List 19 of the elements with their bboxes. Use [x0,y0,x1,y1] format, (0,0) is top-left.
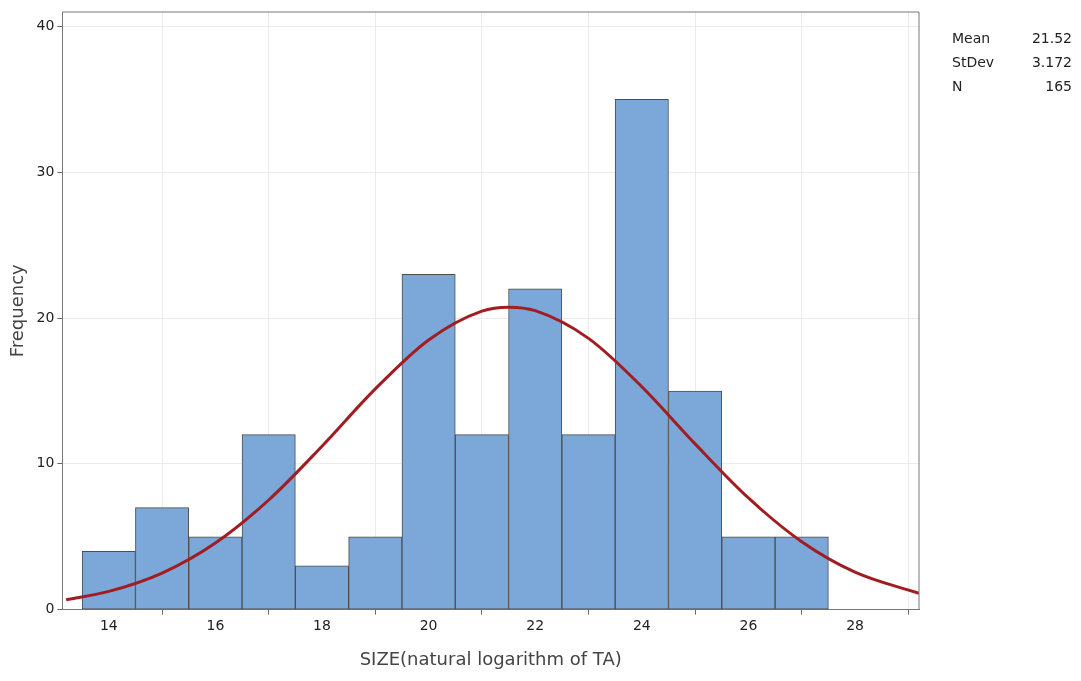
text: N 165 [952,78,1072,94]
text: StDev 3.172 [952,54,1072,70]
x-tick-label: 22 [526,616,545,633]
x-tick-label: 20 [419,616,438,633]
y-tick-label: 40 [36,17,55,34]
y-axis-title: Frequency [6,263,28,358]
text: Mean 21.52 [952,30,1072,46]
x-tick-label: 28 [846,616,864,633]
x-tick-label: 24 [632,616,651,633]
x-tick-label: 16 [206,616,225,633]
y-tick-label: 10 [36,454,55,471]
x-axis-title: SIZE(natural logarithm of TA) [359,647,622,669]
y-tick-label: 0 [45,600,55,617]
x-tick-label: 18 [313,616,331,633]
y-tick-label: 20 [36,308,55,325]
y-tick-label: 30 [36,162,55,179]
x-tick-label: 26 [739,616,758,633]
x-tick-label: 14 [99,616,118,633]
line-series [64,305,919,602]
